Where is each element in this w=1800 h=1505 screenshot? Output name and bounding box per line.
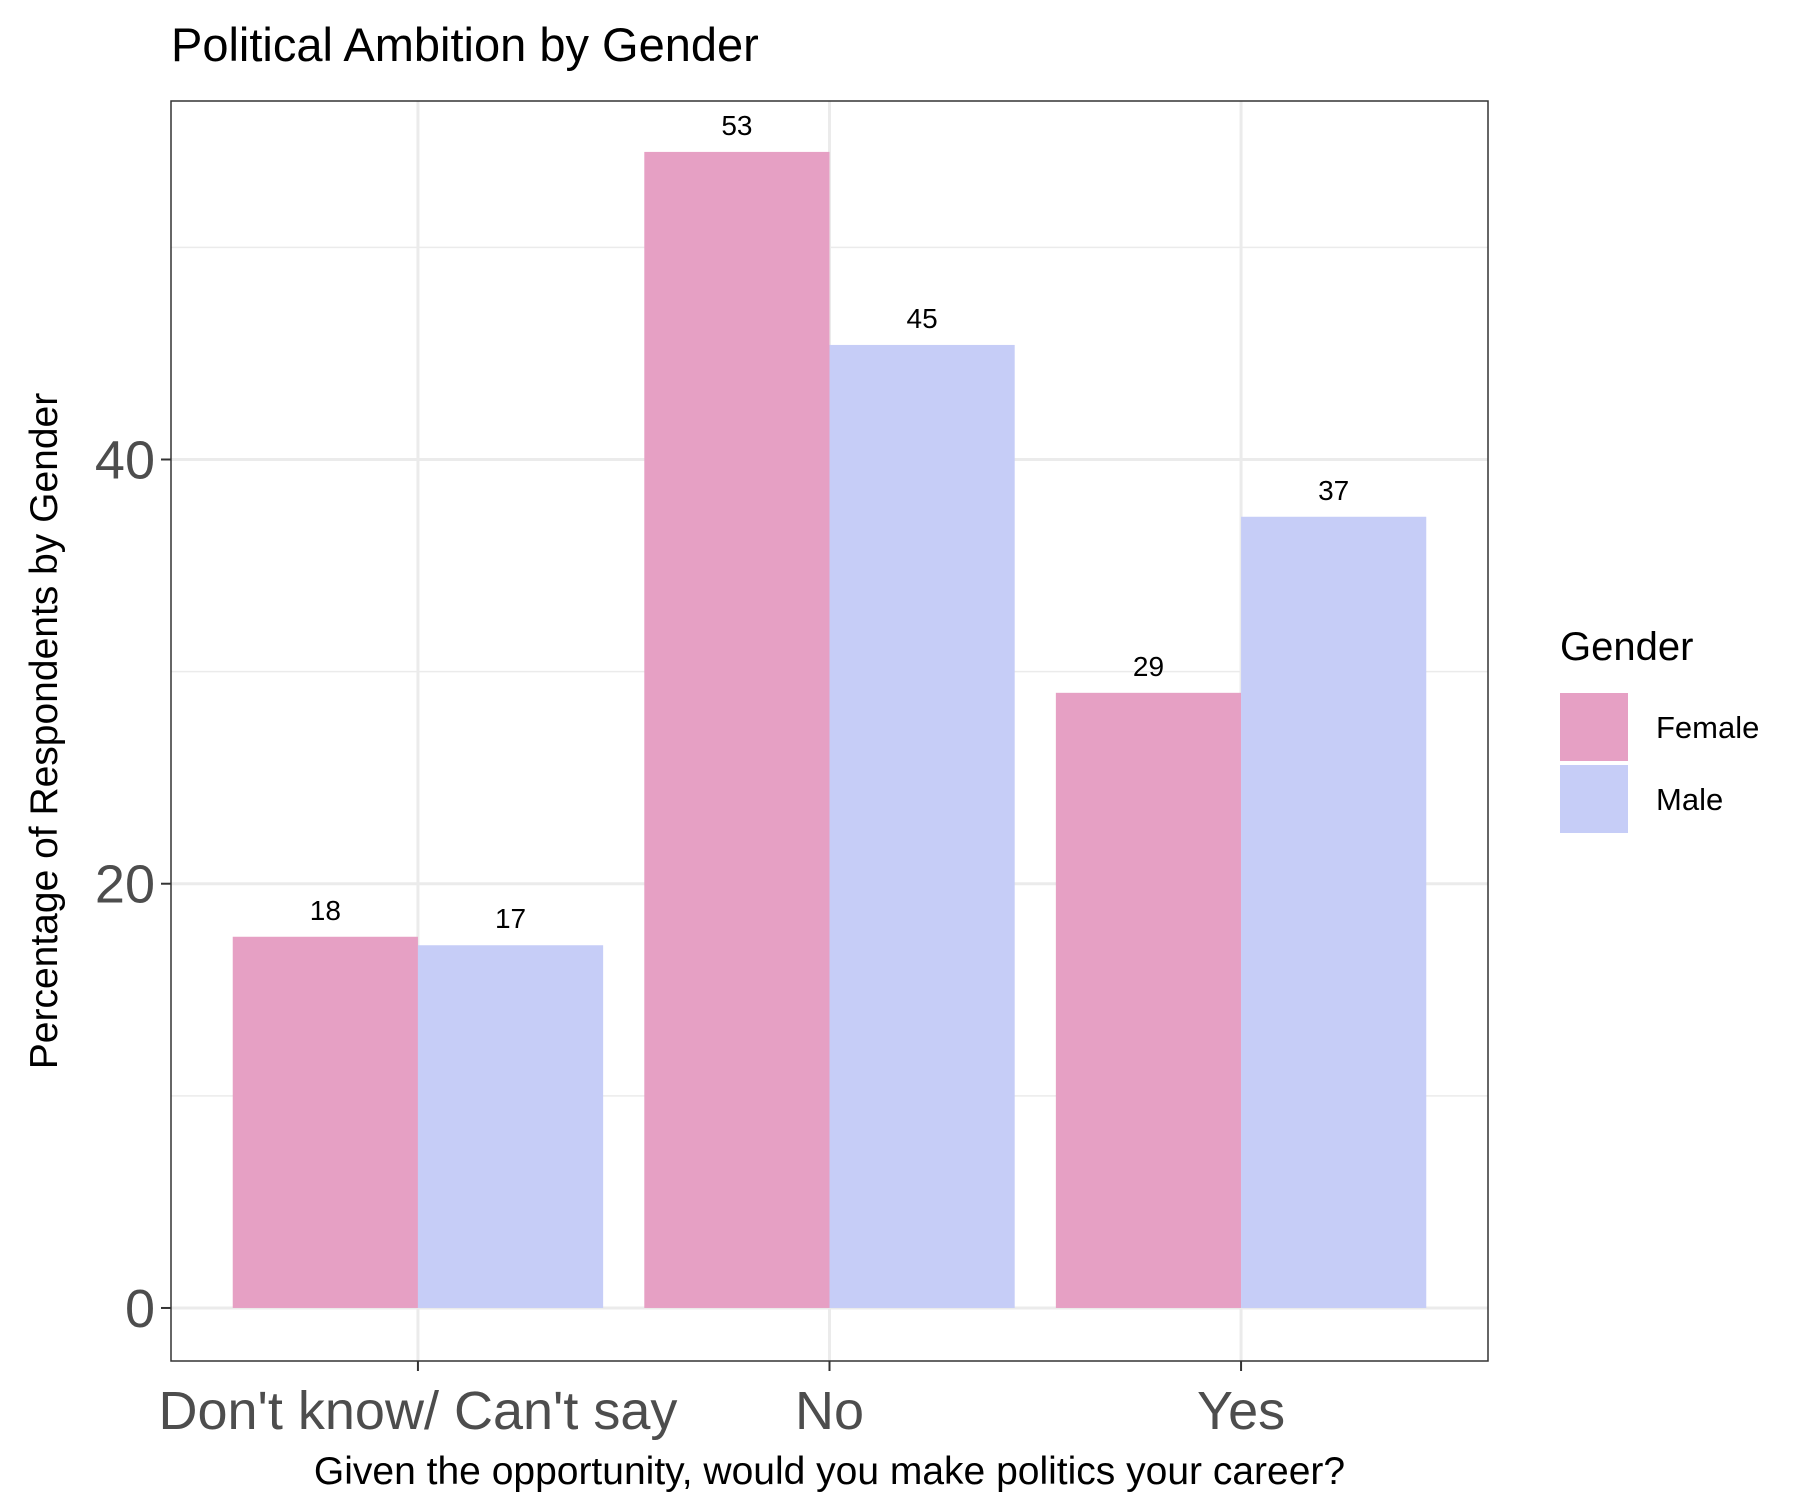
data-label: 53	[721, 110, 752, 141]
x-tick-label: Don't know/ Can't say	[159, 1381, 678, 1441]
legend: Gender Female Male	[1560, 625, 1759, 833]
bar-male-0	[417, 945, 604, 1308]
legend-label-male: Male	[1656, 782, 1723, 817]
data-label: 45	[907, 303, 938, 334]
axis-ticks: 0 20 40 Don't know/ Can't say No Yes	[95, 430, 1285, 1441]
bar-male-2	[1241, 516, 1427, 1308]
legend-key-male	[1560, 765, 1628, 833]
bars	[232, 151, 1427, 1308]
legend-label-female: Female	[1656, 710, 1759, 745]
bar-female-1	[644, 151, 830, 1308]
bar-female-2	[1055, 692, 1242, 1308]
x-tick-label: Yes	[1197, 1381, 1285, 1441]
x-axis-title: Given the opportunity, would you make po…	[314, 1450, 1345, 1493]
legend-key-female	[1560, 693, 1628, 761]
data-label: 18	[310, 895, 341, 926]
y-tick-label: 20	[95, 855, 155, 915]
legend-title: Gender	[1560, 625, 1693, 669]
x-tick-label: No	[795, 1381, 864, 1441]
y-tick-label: 0	[125, 1279, 155, 1339]
data-label: 17	[495, 903, 526, 934]
bar-female-0	[232, 936, 418, 1308]
data-label: 29	[1133, 651, 1164, 682]
data-labels: 18 53 29 17 45 37	[310, 110, 1349, 934]
y-axis-title: Percentage of Respondents by Gender	[23, 393, 66, 1069]
y-tick-label: 40	[95, 430, 155, 490]
chart-title: Political Ambition by Gender	[171, 18, 759, 71]
data-label: 37	[1318, 475, 1349, 506]
bar-male-1	[829, 344, 1015, 1308]
